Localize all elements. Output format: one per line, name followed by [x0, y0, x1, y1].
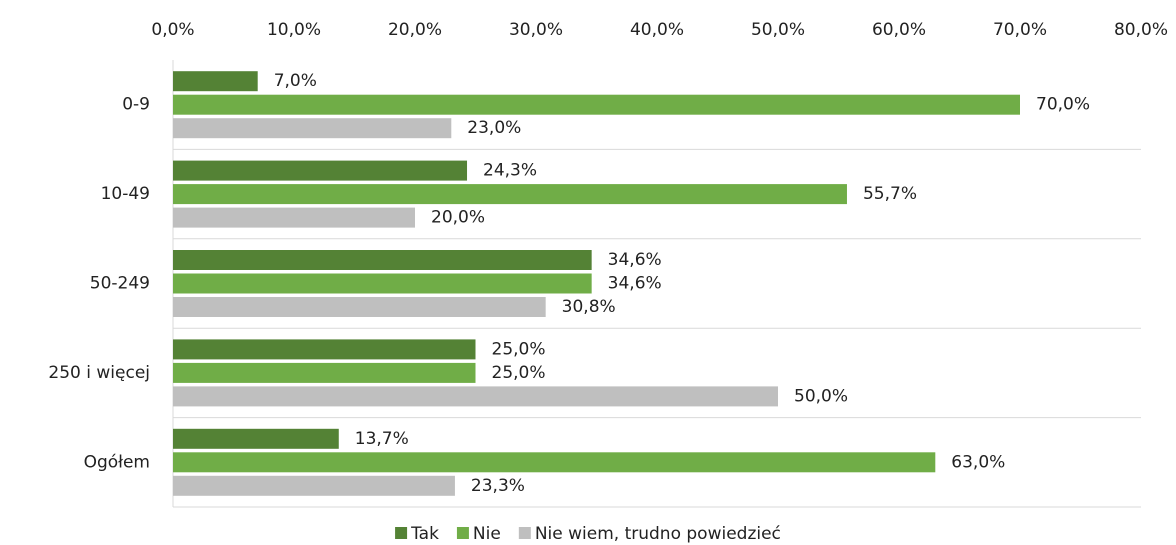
- bar: [173, 297, 546, 317]
- legend-swatch: [518, 527, 531, 539]
- bar: [173, 362, 476, 383]
- y-tick-label: 50-249: [90, 274, 150, 294]
- data-label: 34,6%: [608, 250, 662, 270]
- bar: [173, 207, 415, 228]
- data-label: 34,6%: [608, 274, 662, 294]
- x-tick-label: 60,0%: [872, 20, 926, 40]
- x-tick-label: 50,0%: [751, 20, 805, 40]
- x-tick-label: 70,0%: [993, 20, 1047, 40]
- data-label: 20,0%: [431, 208, 485, 228]
- data-label: 25,0%: [492, 363, 546, 383]
- bar: [173, 428, 339, 449]
- data-label: 55,7%: [863, 184, 917, 204]
- bar: [173, 273, 592, 294]
- data-label: 23,3%: [471, 476, 525, 496]
- data-label: 30,8%: [562, 297, 616, 317]
- x-tick-label: 80,0%: [1114, 20, 1168, 40]
- data-label: 50,0%: [794, 386, 848, 406]
- data-label: 63,0%: [951, 452, 1005, 472]
- data-label: 23,0%: [467, 118, 521, 138]
- y-tick-label: 10-49: [101, 184, 150, 204]
- x-tick-label: 30,0%: [509, 20, 563, 40]
- legend-swatch: [395, 527, 408, 539]
- legend-swatch: [456, 527, 469, 539]
- bar: [173, 160, 468, 181]
- bar: [173, 118, 452, 139]
- bar: [173, 71, 258, 92]
- data-label: 7,0%: [274, 71, 317, 91]
- bar: [173, 184, 847, 205]
- bar: [173, 250, 592, 270]
- x-tick-label: 0,0%: [151, 20, 194, 40]
- data-label: 70,0%: [1036, 95, 1090, 115]
- legend-label: Tak: [410, 524, 439, 544]
- bar: [173, 475, 455, 496]
- bar: [173, 452, 936, 473]
- bar: [173, 339, 476, 360]
- data-label: 24,3%: [483, 161, 537, 181]
- data-label: 13,7%: [355, 429, 409, 449]
- legend-label: Nie wiem, trudno powiedzieć: [535, 524, 781, 544]
- bar: [173, 94, 1020, 115]
- y-tick-label: Ogółem: [84, 452, 150, 472]
- legend-label: Nie: [473, 524, 501, 544]
- bar: [173, 386, 778, 407]
- data-label: 25,0%: [492, 339, 546, 359]
- y-tick-label: 0-9: [122, 95, 150, 115]
- x-tick-label: 10,0%: [267, 20, 321, 40]
- x-tick-label: 40,0%: [630, 20, 684, 40]
- y-tick-label: 250 i więcej: [48, 363, 150, 383]
- x-tick-label: 20,0%: [388, 20, 442, 40]
